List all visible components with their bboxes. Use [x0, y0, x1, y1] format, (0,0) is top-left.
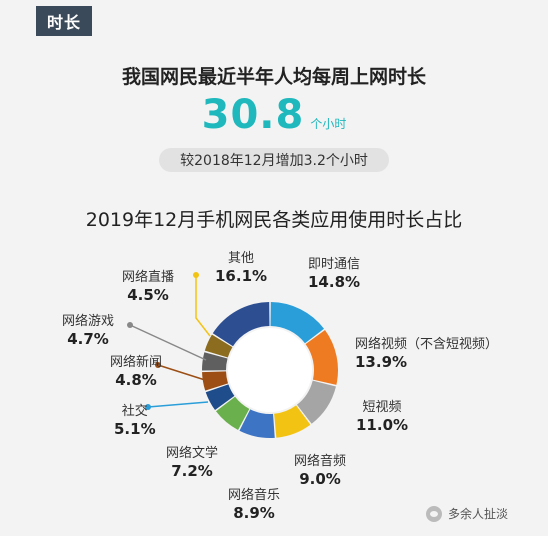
label-name: 网络音乐	[228, 488, 281, 503]
label-name: 社交	[121, 404, 148, 419]
slice-news	[202, 371, 229, 391]
label-name: 网络音频	[294, 454, 347, 469]
data-label: 13.9%	[355, 353, 408, 371]
leader-news-dot	[155, 362, 161, 368]
data-label: 4.5%	[127, 286, 169, 304]
label-name: 网络视频（不含短视频）	[355, 337, 499, 352]
data-label: 4.8%	[115, 371, 157, 389]
label-name: 即时通信	[308, 257, 361, 272]
label-literature: 网络文学 7.2%	[166, 442, 218, 480]
data-label: 14.8%	[308, 273, 361, 291]
label-name: 网络新闻	[110, 355, 163, 370]
donut-hole	[228, 328, 312, 412]
footer-text: 多余人扯淡	[447, 507, 508, 521]
data-label: 11.0%	[356, 416, 409, 434]
leader-game	[129, 324, 207, 361]
wechat-icon	[425, 505, 442, 522]
headline: 我国网民最近半年人均每周上网时长	[121, 66, 426, 88]
data-label: 8.9%	[233, 504, 275, 522]
leader-game-dot	[127, 322, 133, 328]
slice-music	[239, 409, 275, 438]
label-social: 社交 5.1%	[114, 400, 156, 438]
data-label: 9.0%	[299, 470, 341, 488]
label-im: 即时通信 14.8%	[308, 253, 360, 291]
leader-social	[147, 401, 209, 408]
label-video: 网络视频（不含短视频） 13.9%	[355, 333, 498, 371]
leader-live-dot	[193, 272, 199, 278]
data-label: 5.1%	[114, 420, 156, 438]
slice-short-video	[296, 380, 336, 424]
label-name: 网络文学	[166, 446, 219, 461]
slice-social	[205, 384, 235, 411]
big-unit: 个小时	[310, 117, 347, 131]
leader-news	[157, 364, 206, 381]
label-name: 网络直播	[122, 270, 175, 285]
data-label: 4.7%	[67, 330, 109, 348]
label-name: 短视频	[362, 400, 402, 415]
slice-live	[204, 334, 233, 358]
chart-title: 2019年12月手机网民各类应用使用时长占比	[85, 209, 463, 231]
label-short-video: 短视频 11.0%	[356, 396, 408, 434]
slice-other	[212, 302, 270, 347]
big-number: 30.8	[201, 92, 305, 138]
leader-live	[195, 275, 211, 337]
source-footer: 多余人扯淡	[425, 505, 508, 522]
slice-im	[270, 302, 325, 344]
slice-game	[202, 352, 228, 371]
data-label: 7.2%	[171, 462, 213, 480]
label-music: 网络音乐 8.9%	[228, 484, 280, 522]
data-label: 16.1%	[215, 267, 268, 285]
label-name: 其他	[228, 251, 255, 266]
label-audio: 网络音频 9.0%	[294, 450, 346, 488]
label-other: 其他 16.1%	[215, 247, 267, 285]
section-tag: 时长	[36, 6, 92, 36]
leader-social-dot	[145, 404, 151, 410]
comparison-pill: 较2018年12月增加3.2个小时	[159, 148, 389, 172]
label-game: 网络游戏 4.7%	[62, 310, 114, 348]
slice-video	[305, 329, 338, 385]
slice-audio	[274, 405, 311, 438]
big-stat: 30.8 个小时	[0, 92, 548, 138]
label-live: 网络直播 4.5%	[122, 266, 174, 304]
slice-literature	[215, 396, 250, 431]
label-name: 网络游戏	[62, 314, 115, 329]
label-news: 网络新闻 4.8%	[110, 351, 162, 389]
